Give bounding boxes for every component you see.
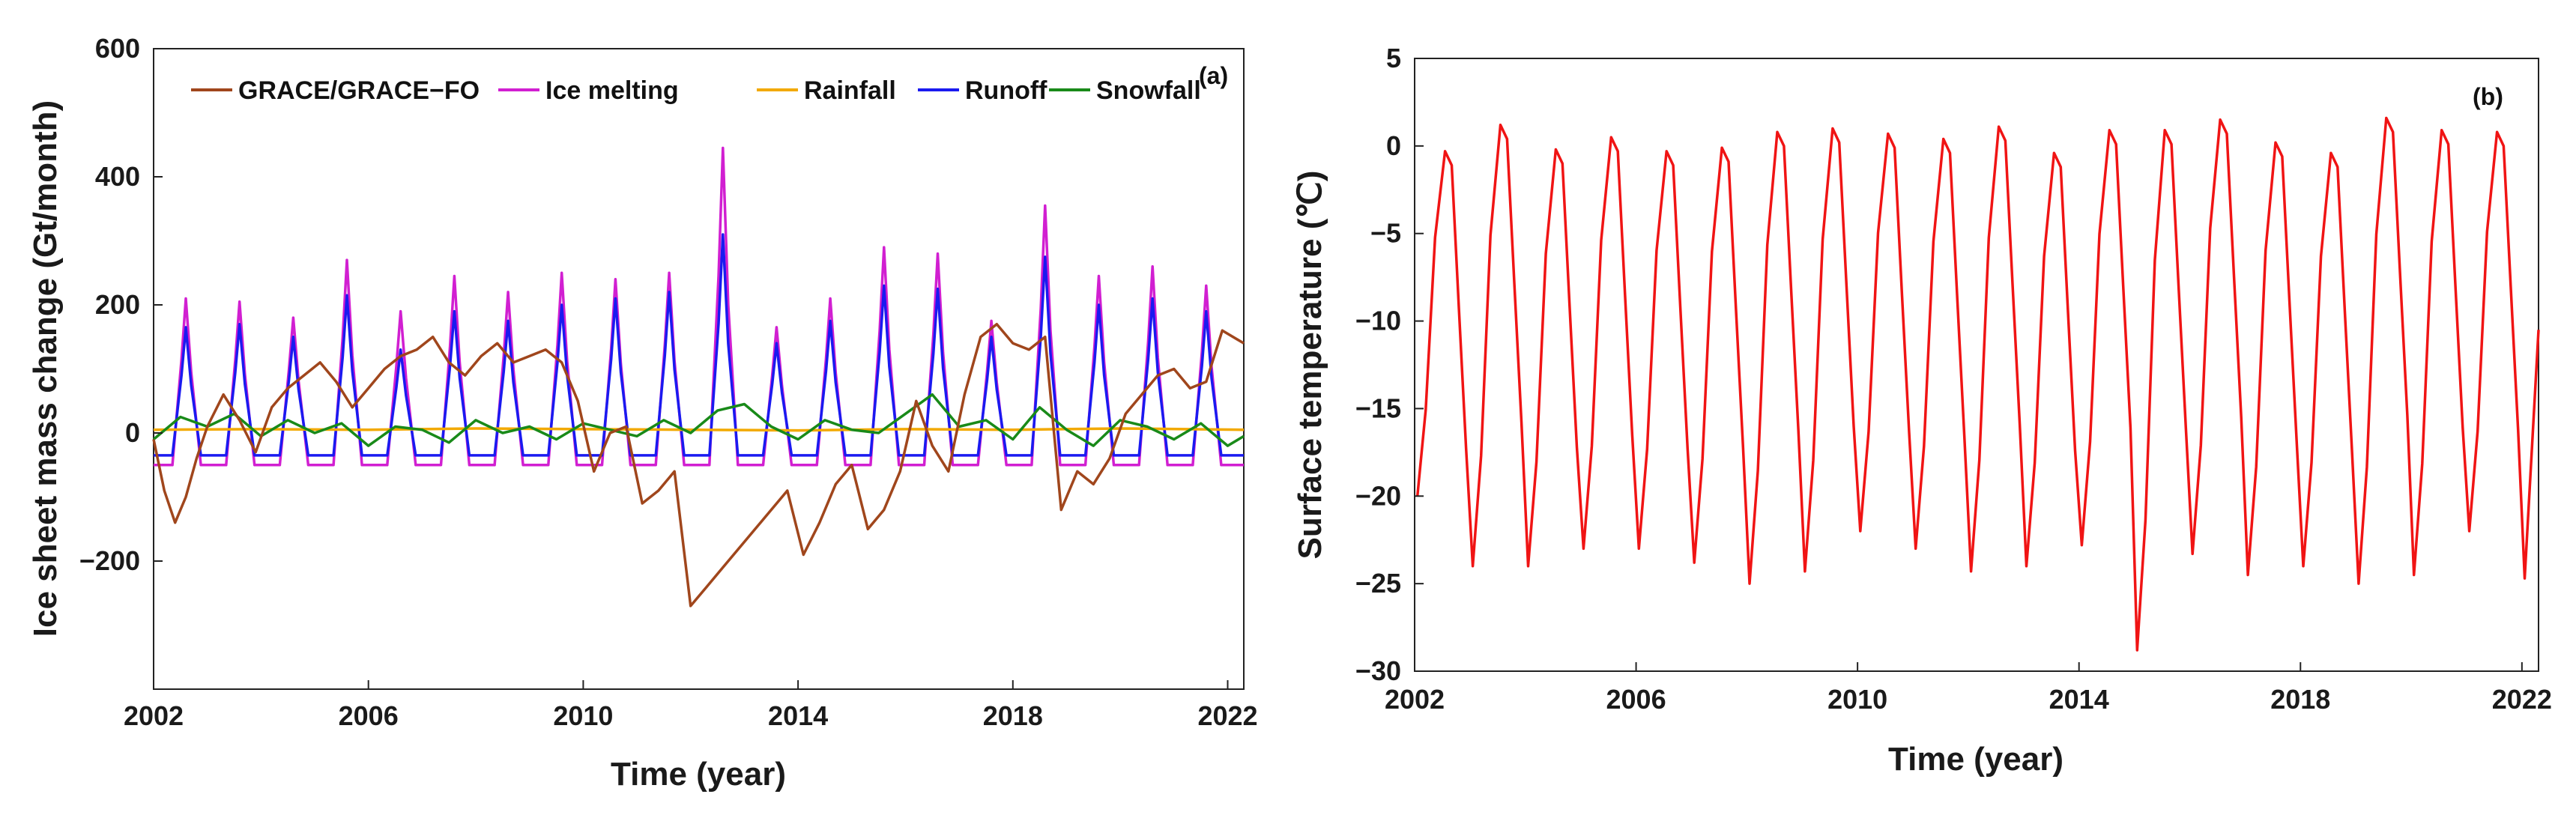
y-tick-label-b: −10 [1355, 306, 1401, 336]
legend-label: Rainfall [804, 76, 896, 105]
x-axis-label-b: Time (year) [1888, 741, 2063, 778]
x-tick-label-a: 2018 [983, 700, 1043, 731]
panel-label-a: (a) [1199, 62, 1228, 89]
y-tick-label-b: −15 [1355, 393, 1401, 423]
chart-series-b [1415, 116, 2540, 652]
plot-frame-b [1414, 58, 2539, 672]
x-tick-label-b: 2006 [1606, 684, 1666, 715]
y-tick-label-b: 5 [1386, 43, 1401, 73]
y-tick-label-b: −5 [1370, 218, 1401, 249]
y-tick-label-b: 0 [1386, 130, 1401, 161]
series-line-a-2 [153, 427, 1245, 432]
y-tick-label-a: 0 [125, 417, 140, 448]
legend-label: Snowfall [1096, 76, 1201, 105]
y-tick-label-a: 400 [95, 161, 140, 192]
legend-a: GRACE/GRACE−FO Ice melting Rainfall Runoff S… [191, 76, 1201, 105]
x-axis-label-a: Time (year) [611, 756, 786, 793]
surface-temperature-line [1415, 116, 2540, 652]
panel-a: 2002 2006 2010 2014 2018 2022 6004002000−200 … [27, 33, 1258, 793]
y-tick-label-a: 200 [95, 289, 140, 320]
y-tick-label-a: −200 [79, 545, 140, 576]
series-line-a-4 [152, 393, 1245, 447]
chart-series-a [152, 146, 1245, 608]
x-tick-label-b: 2014 [2049, 684, 2109, 715]
series-line-a-1 [154, 146, 1244, 467]
series-line-a-3 [154, 233, 1244, 457]
x-tick-label-b: 2022 [2492, 684, 2552, 715]
x-tick-label-a: 2014 [768, 700, 828, 731]
series-line-a-0 [152, 322, 1245, 608]
x-tick-label-b: 2010 [1827, 684, 1887, 715]
x-tick-label-a: 2006 [339, 700, 399, 731]
x-tick-label-b: 2018 [2270, 684, 2330, 715]
y-axis-label-a: Ice sheet mass change (Gt/month) [27, 100, 64, 637]
panel-b: 2002 2006 2010 2014 2018 2022 5 0 −5 −10 −15 −20 −2… [1292, 43, 2552, 778]
y-axis-label-b: Surface temperature (℃) [1292, 171, 1328, 560]
y-tick-label-b: −30 [1355, 655, 1401, 686]
panel-label-b: (b) [2473, 83, 2503, 110]
x-tick-label-b: 2002 [1385, 684, 1445, 715]
plot-frame-a [153, 48, 1245, 690]
x-tick-label-a: 2010 [553, 700, 613, 731]
y-tick-label-b: −25 [1355, 568, 1401, 599]
y-tick-label-a: 600 [95, 33, 140, 64]
legend-label: Ice melting [545, 76, 679, 105]
legend-label: GRACE/GRACE−FO [238, 76, 480, 105]
x-tick-label-a: 2022 [1197, 700, 1257, 731]
legend-label: Runoff [965, 76, 1047, 105]
x-tick-label-a: 2002 [124, 700, 184, 731]
y-tick-label-b: −20 [1355, 480, 1401, 511]
